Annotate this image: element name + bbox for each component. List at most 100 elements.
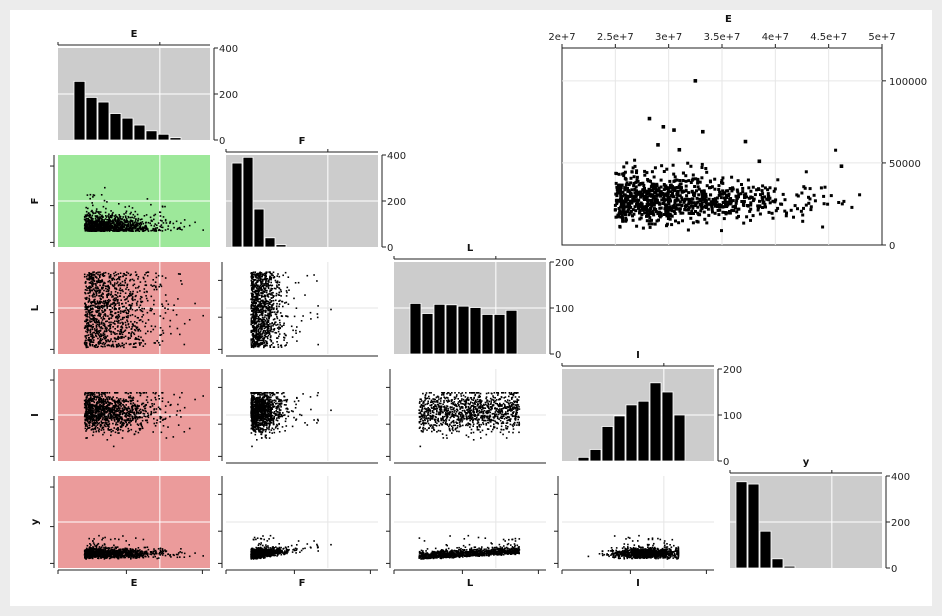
scatter-point <box>102 225 104 227</box>
scatter-point <box>85 222 87 225</box>
scatter-point <box>104 394 106 396</box>
scatter-point <box>88 289 91 292</box>
scatter-point <box>313 274 315 276</box>
scatter-point <box>104 342 107 345</box>
scatter-point <box>149 222 151 225</box>
scatter-point <box>86 229 88 232</box>
scatter-point <box>94 287 97 289</box>
scatter-point <box>92 281 94 284</box>
scatter-point <box>91 420 93 422</box>
scatter-point <box>252 293 255 296</box>
scatter-point <box>120 328 123 331</box>
scatter-point <box>126 220 128 222</box>
scatter-point <box>183 219 186 221</box>
scatter-point <box>90 409 92 412</box>
scatter-point <box>91 405 94 407</box>
scatter-point <box>316 316 319 319</box>
scatter-point <box>98 402 100 404</box>
scatter-point <box>139 309 142 311</box>
scatter-point <box>257 329 260 332</box>
scatter-point <box>109 215 112 217</box>
scatter-point <box>121 437 124 439</box>
scatter-point <box>118 415 120 418</box>
histogram-y-tick-label: 200 <box>387 197 406 208</box>
scatter-point <box>270 311 272 314</box>
scatter-point <box>137 278 139 280</box>
scatter-point <box>270 278 272 281</box>
scatter-point <box>88 297 90 300</box>
scatter-point <box>140 223 142 225</box>
scatter-point <box>111 221 114 223</box>
scatter-point <box>92 331 94 334</box>
scatter-point <box>254 429 257 431</box>
scatter-point <box>121 289 124 291</box>
scatter-point <box>110 321 112 324</box>
scatter-point <box>91 278 93 280</box>
scatter-point <box>105 339 107 342</box>
scatter-point <box>255 317 258 320</box>
scatter-point <box>250 329 253 332</box>
scatter-point <box>110 210 112 212</box>
scatter-point <box>107 280 109 283</box>
scatter-point <box>92 211 94 213</box>
scatter-point <box>130 424 132 426</box>
scatter-point <box>95 310 97 312</box>
scatter-point <box>135 227 137 229</box>
scatter-point <box>97 337 99 340</box>
scatter-point <box>253 279 256 282</box>
scatter-point <box>101 393 103 396</box>
scatter-point <box>258 342 261 345</box>
scatter-point <box>130 420 132 423</box>
scatter-point <box>117 316 120 319</box>
scatter-point <box>94 221 96 223</box>
scatter-point <box>269 278 271 280</box>
scatter-point <box>276 396 279 398</box>
scatter-point <box>146 401 149 404</box>
scatter-point <box>85 339 87 342</box>
histogram-bar-E-4 <box>121 117 134 141</box>
histogram-bar-E-3 <box>109 113 122 141</box>
scatter-point <box>254 302 257 304</box>
scatter-point <box>264 344 266 347</box>
scatter-point <box>250 321 253 324</box>
scatter-point <box>255 342 257 345</box>
scatter-point <box>91 224 94 226</box>
scatter-point <box>91 209 93 212</box>
scatter-point <box>111 222 114 225</box>
scatter-point <box>253 321 256 324</box>
scatter-point <box>90 407 92 409</box>
scatter-point <box>266 394 268 396</box>
scatter-point <box>269 344 271 347</box>
scatter-point <box>99 289 101 291</box>
scatter-point <box>100 225 103 228</box>
scatter-point <box>127 392 129 395</box>
scatter-point <box>118 398 120 400</box>
scatter-point <box>121 221 124 224</box>
scatter-point <box>283 337 286 339</box>
scatter-point <box>112 229 115 232</box>
scatter-point <box>164 229 167 231</box>
scatter-point <box>101 323 103 325</box>
scatter-point <box>141 300 144 303</box>
scatter-point <box>251 289 253 291</box>
scatter-point <box>115 229 117 232</box>
scatter-point <box>84 403 86 406</box>
scatter-point <box>257 275 260 277</box>
scatter-point <box>103 305 105 308</box>
scatter-point <box>261 278 264 281</box>
scatter-point <box>151 405 154 407</box>
scatter-point <box>101 411 103 414</box>
scatter-point <box>259 323 262 325</box>
scatter-point <box>149 309 151 312</box>
scatter-point <box>259 272 261 274</box>
scatter-point <box>255 321 258 324</box>
scatter-point <box>164 405 167 407</box>
scatter-point <box>255 283 258 285</box>
scatter-point <box>124 215 127 217</box>
scatter-point <box>122 424 125 427</box>
scatter-point <box>272 271 275 274</box>
scatter-point <box>276 284 278 287</box>
scatter-point <box>84 314 86 316</box>
scatter-point <box>123 311 125 313</box>
scatter-point <box>90 281 92 283</box>
